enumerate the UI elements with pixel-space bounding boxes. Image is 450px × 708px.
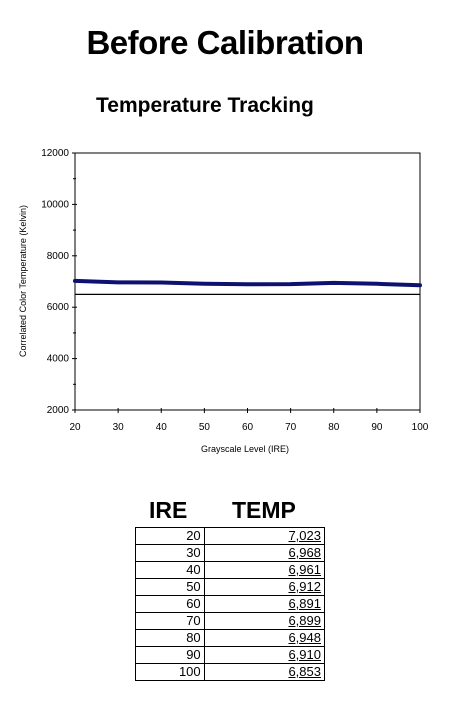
temp-cell: 6,948 [203, 629, 326, 647]
temperature-table: IRE TEMP 20 7,023 30 6,968 40 6,961 50 6,912 60 6… [135, 497, 326, 681]
ire-cell: 70 [135, 612, 205, 630]
table-row: 70 6,899 [135, 612, 326, 630]
temp-cell: 6,961 [203, 561, 326, 579]
temp-cell: 6,853 [203, 663, 326, 681]
data-point [116, 280, 120, 284]
ire-cell: 40 [135, 561, 205, 579]
data-point [202, 282, 206, 286]
x-tick-label: 80 [328, 422, 340, 433]
temp-cell: 6,912 [203, 578, 326, 596]
temperature-tracking-chart: 2000 4000 6000 8000 10000 12000 20 30 40 50 60 70 8… [18, 148, 429, 454]
temp-cell: 6,968 [203, 544, 326, 562]
ire-cell: 30 [135, 544, 205, 562]
x-tick-label: 70 [285, 422, 297, 433]
temp-cell: 6,891 [203, 595, 326, 613]
y-tick-label: 4000 [47, 354, 70, 365]
chart-subtitle: Temperature Tracking [96, 94, 314, 117]
table-row: 90 6,910 [135, 646, 326, 664]
y-axis: 2000 4000 6000 8000 10000 12000 [41, 148, 77, 416]
temp-cell: 6,899 [203, 612, 326, 630]
data-point [246, 282, 249, 286]
ire-cell: 80 [135, 629, 205, 647]
table-row: 80 6,948 [135, 629, 326, 647]
x-tick-label: 20 [69, 422, 81, 433]
y-tick-label: 12000 [41, 148, 69, 159]
x-tick-label: 90 [371, 422, 383, 433]
data-point [73, 279, 77, 283]
page-title: Before Calibration [86, 24, 364, 61]
header-temp: TEMP [232, 497, 296, 523]
x-axis: 20 30 40 50 60 70 80 90 100 [69, 408, 429, 433]
x-tick-label: 50 [199, 422, 211, 433]
table-row: 20 7,023 [135, 527, 326, 545]
table-header: IRE TEMP [135, 497, 325, 527]
x-tick-label: 40 [156, 422, 168, 433]
table-row: 60 6,891 [135, 595, 326, 613]
ire-cell: 50 [135, 578, 205, 596]
header-ire: IRE [149, 497, 188, 523]
y-tick-label: 10000 [41, 199, 69, 210]
ire-cell: 100 [135, 663, 205, 681]
ire-cell: 90 [135, 646, 205, 664]
x-tick-label: 100 [412, 422, 429, 433]
y-tick-label: 8000 [47, 251, 70, 262]
data-table: 20 7,023 30 6,968 40 6,961 50 6,912 60 6,891 70 6,8… [135, 527, 326, 681]
data-point [375, 282, 379, 286]
y-tick-label: 6000 [47, 302, 70, 313]
ire-cell: 60 [135, 595, 205, 613]
data-point [332, 281, 336, 285]
data-points [73, 279, 422, 287]
data-point [289, 282, 293, 286]
data-point [159, 281, 163, 285]
y-tick-label: 2000 [47, 405, 70, 416]
table-row: 30 6,968 [135, 544, 326, 562]
ire-cell: 20 [135, 527, 205, 545]
temp-cell: 6,910 [203, 646, 326, 664]
table-row: 100 6,853 [135, 663, 326, 681]
data-point [418, 283, 422, 287]
temp-cell: 7,023 [203, 527, 326, 545]
x-tick-label: 30 [113, 422, 125, 433]
y-axis-title: Correlated Color Temperature (Kelvin) [18, 205, 28, 357]
x-tick-label: 60 [242, 422, 254, 433]
table-row: 40 6,961 [135, 561, 326, 579]
x-axis-title: Grayscale Level (IRE) [201, 444, 289, 454]
table-row: 50 6,912 [135, 578, 326, 596]
